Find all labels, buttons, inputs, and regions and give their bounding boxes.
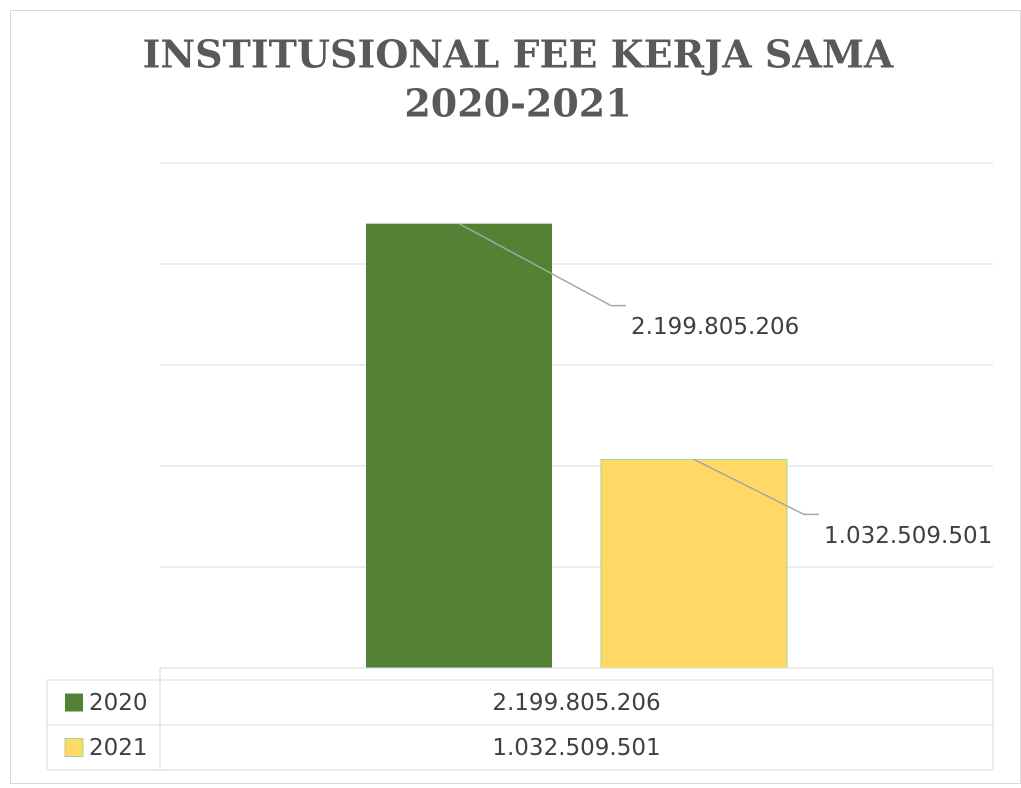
table-value: 1.032.509.501: [492, 735, 660, 761]
legend-swatch: [65, 693, 83, 712]
chart-title: 2020-2021: [404, 81, 631, 126]
leader-line: [458, 222, 626, 307]
legend-label: 2021: [89, 735, 148, 761]
bar: [600, 458, 788, 669]
table-value: 2.199.805.206: [492, 690, 660, 716]
legend-swatch: [64, 738, 84, 757]
data-label: 1.032.509.501: [824, 523, 992, 549]
legend-label: 2020: [89, 690, 148, 716]
bar: [366, 223, 552, 668]
leader-line: [693, 458, 819, 516]
data-label: 2.199.805.206: [631, 314, 799, 340]
chart-title: INSTITUSIONAL FEE KERJA SAMA: [143, 32, 894, 77]
